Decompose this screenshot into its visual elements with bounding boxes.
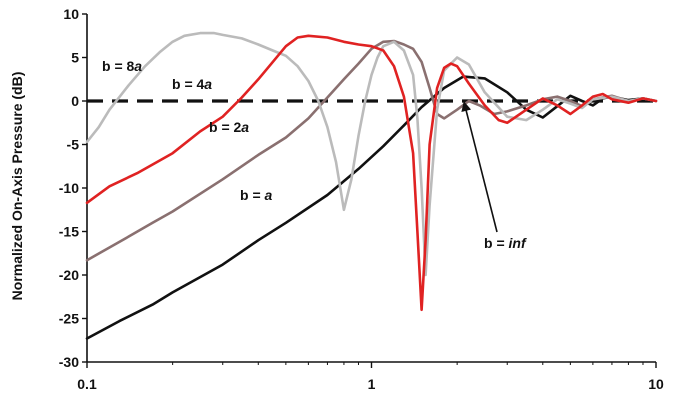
y-tick-label: -15: [59, 224, 79, 240]
y-tick-label: -30: [59, 354, 79, 370]
y-tick-label: -10: [59, 180, 79, 196]
series-line-b-4a: [85, 34, 658, 312]
series-line-b-8a: [85, 31, 658, 277]
annotation-label: b = a: [240, 187, 273, 203]
y-tick-label: -25: [59, 311, 79, 327]
axes: 10 5 0 -5 -10 -15 -20 -25 -30 0.1 1 10: [59, 6, 664, 392]
annotation-label: b = inf: [484, 235, 527, 251]
annotation-label: b = 4a: [172, 76, 212, 92]
y-tick-label: -20: [59, 267, 79, 283]
annotation-arrow: [461, 101, 498, 233]
series-line-b-a: [85, 75, 658, 340]
series-line-b-2a: [85, 39, 658, 262]
y-tick-label: -5: [67, 137, 80, 153]
x-tick-label: 0.1: [77, 376, 97, 392]
annotation-layer: b = 8a b = 4a b = 2a b = a b = inf: [102, 58, 527, 251]
y-tick-label: 5: [71, 50, 79, 66]
x-tick-label: 10: [648, 376, 664, 392]
annotation-label: b = 8a: [102, 58, 142, 74]
y-tick-label: 10: [63, 6, 79, 22]
x-tick-label: 1: [368, 376, 376, 392]
annotation-label: b = 2a: [209, 119, 249, 135]
y-axis-label: Normalized On-Axis Pressure (dB): [9, 72, 25, 301]
series-layer: [85, 31, 658, 340]
y-tick-label: 0: [71, 93, 79, 109]
